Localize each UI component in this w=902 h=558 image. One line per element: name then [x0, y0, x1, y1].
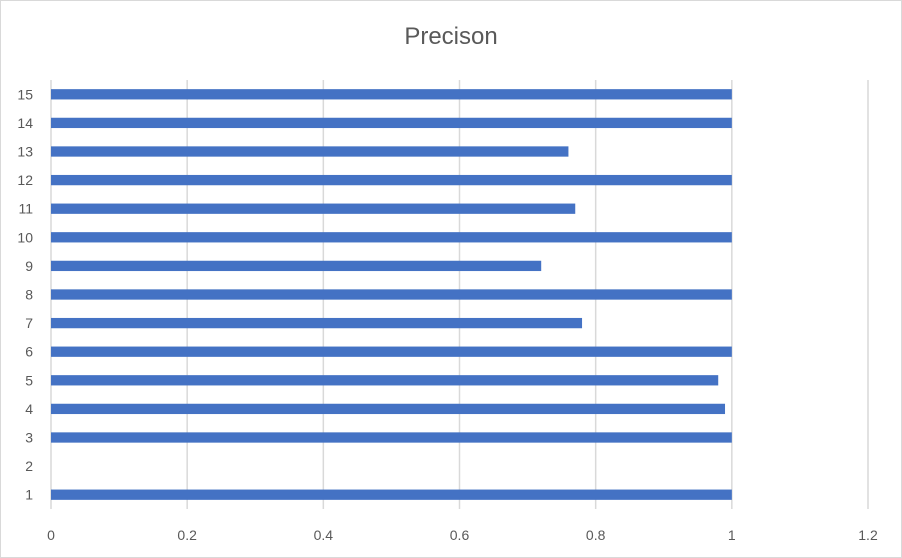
y-tick-label: 15 — [17, 86, 33, 102]
y-tick-label: 2 — [25, 458, 33, 474]
x-tick-label: 1 — [728, 527, 736, 543]
bar-14 — [51, 117, 732, 129]
x-tick-label: 0.6 — [450, 527, 470, 543]
x-tick-label: 0 — [47, 527, 55, 543]
y-tick-label: 11 — [18, 201, 33, 217]
x-axis-labels: 0 0.2 0.4 0.6 0.8 1 1.2 — [47, 527, 878, 543]
bar-15 — [51, 89, 732, 100]
bar-3 — [51, 432, 732, 443]
y-tick-label: 7 — [25, 315, 33, 331]
bar-12 — [51, 174, 732, 186]
bar-1 — [51, 489, 732, 500]
y-tick-label: 12 — [17, 172, 33, 188]
x-tick-label: 0.8 — [586, 527, 606, 543]
x-tick-label: 0.4 — [314, 527, 334, 543]
bar-11 — [51, 203, 576, 214]
y-tick-label: 8 — [25, 287, 33, 303]
y-tick-label: 14 — [17, 115, 33, 131]
chart-title: Precison — [404, 23, 498, 50]
y-tick-label: 13 — [17, 144, 33, 160]
bar-4 — [51, 403, 726, 415]
y-tick-label: 10 — [17, 229, 33, 245]
bars — [51, 89, 732, 500]
y-tick-label: 9 — [25, 258, 33, 274]
bar-13 — [51, 146, 569, 157]
y-tick-label: 6 — [25, 344, 33, 360]
x-tick-label: 1.2 — [858, 527, 878, 543]
y-tick-label: 1 — [25, 487, 33, 503]
y-tick-label: 4 — [25, 401, 33, 417]
bar-7 — [51, 317, 583, 329]
bar-6 — [51, 346, 732, 357]
bar-10 — [51, 232, 732, 243]
bar-8 — [51, 289, 732, 300]
y-tick-label: 5 — [25, 372, 33, 388]
x-tick-label: 0.2 — [177, 527, 197, 543]
y-tick-label: 3 — [25, 430, 33, 446]
bar-9 — [51, 260, 542, 272]
bar-5 — [51, 375, 719, 386]
